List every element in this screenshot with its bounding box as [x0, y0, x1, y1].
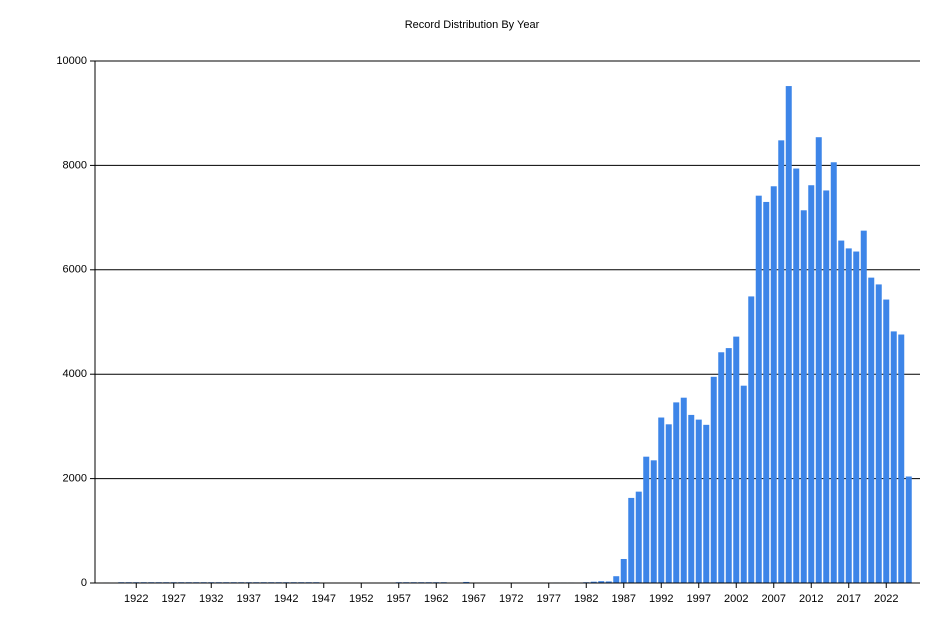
- bar: [868, 277, 875, 583]
- bar: [733, 336, 740, 583]
- x-tick-label: 1932: [199, 593, 223, 605]
- x-tick-label: 2017: [837, 593, 861, 605]
- bar: [650, 460, 657, 583]
- x-tick-label: 2002: [724, 593, 748, 605]
- y-tick-label: 4000: [63, 368, 87, 380]
- x-tick-label: 1997: [687, 593, 711, 605]
- bar: [590, 581, 597, 583]
- bar: [673, 402, 680, 583]
- y-tick-label: 8000: [63, 159, 87, 171]
- bar: [620, 558, 627, 583]
- bar: [875, 284, 882, 583]
- x-tick-label: 1922: [124, 593, 148, 605]
- bar: [860, 230, 867, 583]
- bar: [643, 456, 650, 583]
- x-tick-label: 1927: [162, 593, 186, 605]
- bar: [778, 140, 785, 583]
- bar: [598, 581, 605, 583]
- x-tick-label: 1952: [349, 593, 373, 605]
- x-tick-label: 1967: [462, 593, 486, 605]
- bar: [890, 331, 897, 583]
- chart-title: Record Distribution By Year: [405, 19, 540, 31]
- bar: [785, 86, 792, 583]
- bar: [883, 299, 890, 583]
- bar: [905, 476, 912, 583]
- bar: [845, 248, 852, 583]
- bar: [710, 376, 717, 583]
- bar: [725, 348, 732, 583]
- bar: [898, 334, 905, 583]
- bar: [680, 397, 687, 583]
- bar: [605, 581, 612, 583]
- bar: [628, 497, 635, 583]
- bar: [763, 201, 770, 583]
- x-tick-label: 1987: [612, 593, 636, 605]
- x-tick-label: 1977: [537, 593, 561, 605]
- x-tick-label: 2012: [799, 593, 823, 605]
- bar: [665, 424, 672, 583]
- x-tick-label: 1957: [387, 593, 411, 605]
- bar: [853, 251, 860, 583]
- bar: [463, 581, 470, 583]
- bar: [823, 190, 830, 583]
- bar: [695, 419, 702, 583]
- x-tick-label: 1962: [424, 593, 448, 605]
- x-tick-label: 1982: [574, 593, 598, 605]
- bar: [688, 414, 695, 583]
- x-tick-label: 2022: [874, 593, 898, 605]
- bar: [613, 576, 620, 583]
- bar: [830, 162, 837, 583]
- bar: [838, 240, 845, 583]
- x-tick-label: 1942: [274, 593, 298, 605]
- y-tick-label: 0: [81, 577, 87, 589]
- bar: [658, 417, 665, 583]
- y-tick-label: 10000: [56, 55, 87, 67]
- bar: [755, 195, 762, 583]
- x-tick-label: 2007: [762, 593, 786, 605]
- x-tick-label: 1937: [237, 593, 261, 605]
- y-tick-label: 2000: [63, 473, 87, 485]
- bar: [740, 385, 747, 583]
- bar: [800, 210, 807, 584]
- bar: [793, 168, 800, 584]
- bar: [770, 186, 777, 583]
- x-tick-label: 1972: [499, 593, 523, 605]
- x-tick-label: 1992: [649, 593, 673, 605]
- bar: [815, 137, 822, 583]
- bar: [718, 352, 725, 583]
- x-tick-label: 1947: [312, 593, 336, 605]
- y-tick-label: 6000: [63, 264, 87, 276]
- bar: [635, 491, 642, 583]
- bar: [703, 424, 710, 583]
- bar: [808, 185, 815, 583]
- bar: [748, 296, 755, 583]
